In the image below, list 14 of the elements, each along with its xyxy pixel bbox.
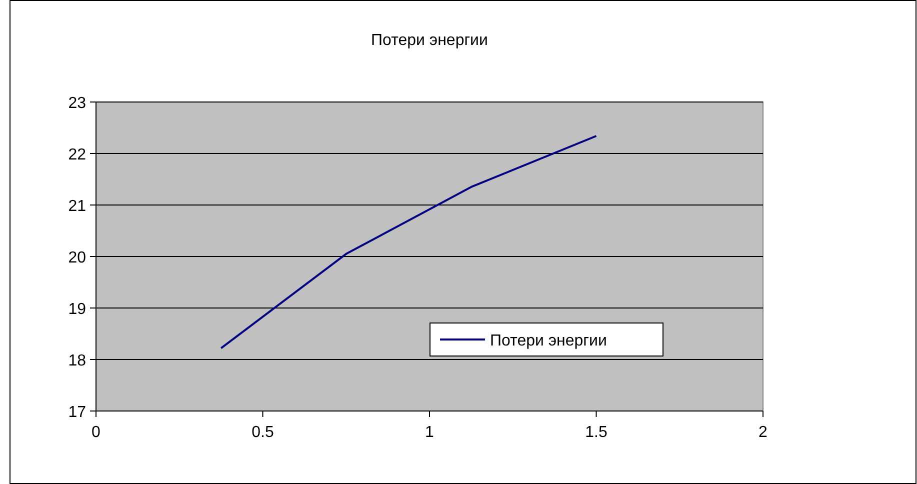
x-tick-label: 0.5: [252, 424, 274, 441]
chart-title: Потери энергии: [371, 32, 488, 49]
x-tick-label: 1: [425, 424, 434, 441]
y-tick-label: 22: [68, 146, 86, 164]
x-tick-label: 1.5: [585, 424, 608, 441]
y-tick-label: 17: [68, 404, 86, 421]
y-tick-label: 21: [68, 198, 86, 215]
y-tick-label: 19: [68, 301, 86, 318]
y-tick-label: 18: [68, 352, 86, 370]
y-tick-label: 23: [68, 95, 86, 112]
x-tick-label: 2: [758, 424, 768, 441]
legend-label: Потери энергии: [490, 332, 607, 350]
x-tick-label: 0: [92, 424, 101, 441]
y-tick-label: 20: [68, 250, 86, 266]
